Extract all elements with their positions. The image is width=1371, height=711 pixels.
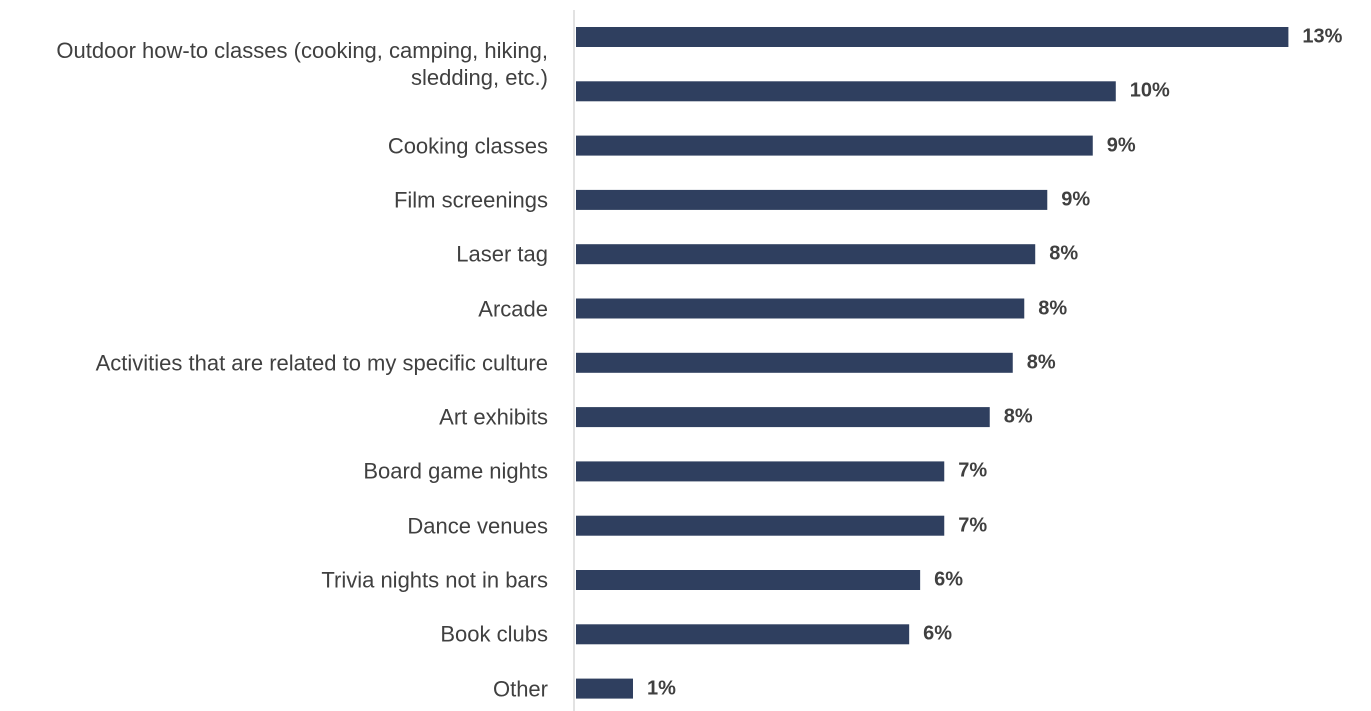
bar (576, 624, 910, 645)
bar (576, 407, 990, 428)
bar (576, 570, 921, 590)
category-label: Trivia nights not in bars (321, 567, 548, 593)
data-label: 10% (1129, 79, 1170, 102)
bar (576, 678, 633, 699)
data-label: 6% (923, 622, 953, 645)
category-label: Other (492, 676, 548, 702)
data-label: 1% (646, 677, 676, 700)
data-label: 8% (1003, 405, 1033, 428)
category-label: Arcade (478, 296, 548, 321)
bar (576, 515, 945, 536)
data-label: 9% (1061, 188, 1091, 211)
category-label: Book clubs (440, 621, 548, 647)
category-label: Film screenings (393, 187, 548, 213)
category-label: Activities that are related to my specif… (95, 350, 548, 376)
bar (576, 81, 1116, 102)
category-label: Board game nights (363, 458, 548, 484)
data-label: 8% (1049, 242, 1079, 265)
bar (576, 27, 1289, 47)
data-label: 6% (934, 568, 964, 591)
bar (576, 298, 1025, 319)
data-label: 7% (958, 459, 988, 482)
bar (576, 189, 1048, 210)
category-label: Cooking classes (387, 133, 548, 159)
data-label: 9% (1106, 134, 1136, 157)
category-label: Dance venues (407, 513, 548, 539)
category-label: Laser tag (456, 241, 548, 267)
bar (576, 244, 1036, 265)
data-label: 8% (1026, 351, 1056, 374)
bar (576, 461, 945, 482)
category-label: Art exhibits (439, 404, 548, 430)
data-label: 8% (1038, 297, 1068, 319)
category-label: Outdoor how-to classes (cooking, camping… (56, 38, 548, 91)
bar (576, 135, 1093, 156)
data-label: 7% (958, 514, 988, 537)
bar (576, 352, 1013, 373)
data-label: 13% (1302, 25, 1343, 48)
